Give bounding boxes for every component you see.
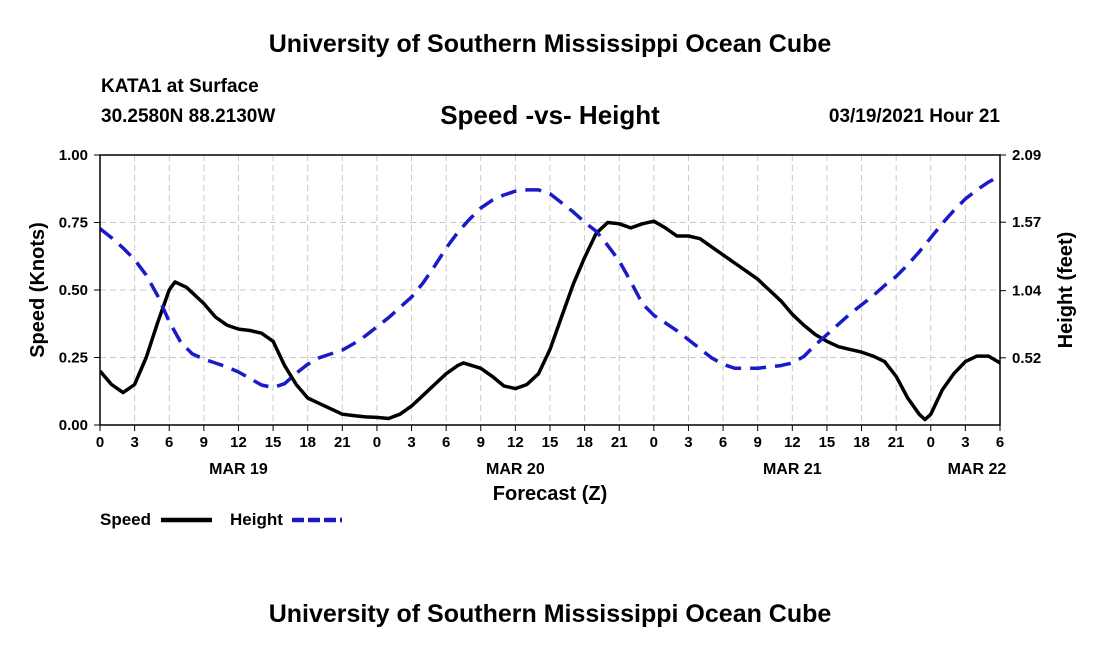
y-right-tick-label: 0.52 <box>1012 350 1041 367</box>
x-tick-label: 21 <box>611 434 628 451</box>
station-coordinates: 30.2580N 88.2130W <box>101 106 276 127</box>
x-tick-label: 0 <box>927 434 935 451</box>
legend-speed-label: Speed <box>100 510 151 529</box>
x-tick-label: 15 <box>819 434 836 451</box>
x-tick-label: 12 <box>507 434 524 451</box>
x-tick-label: 18 <box>576 434 593 451</box>
x-tick-label: 15 <box>265 434 282 451</box>
forecast-datetime: 03/19/2021 Hour 21 <box>828 106 1000 127</box>
x-date-label: MAR 22 <box>948 461 1007 478</box>
y-right-tick-label: 2.09 <box>1012 147 1041 164</box>
x-tick-label: 15 <box>542 434 559 451</box>
y-right-tick-label: 1.04 <box>1012 283 1042 300</box>
x-axis-label: Forecast (Z) <box>493 483 607 505</box>
y-left-tick-label: 0.25 <box>59 350 88 367</box>
page-title: University of Southern Mississippi Ocean… <box>268 30 832 58</box>
y-axis-right-label: Height (feet) <box>1055 232 1077 349</box>
chart-title: Speed -vs- Height <box>440 100 660 130</box>
x-tick-label: 0 <box>96 434 104 451</box>
x-tick-label: 3 <box>961 434 969 451</box>
y-left-tick-label: 1.00 <box>59 147 88 164</box>
x-tick-label: 21 <box>334 434 351 451</box>
x-date-label: MAR 19 <box>209 461 268 478</box>
x-tick-label: 0 <box>373 434 381 451</box>
x-tick-label: 21 <box>888 434 905 451</box>
x-tick-label: 6 <box>719 434 727 451</box>
y-left-tick-label: 0.00 <box>59 417 88 434</box>
y-left-tick-label: 0.75 <box>59 215 88 232</box>
x-tick-label: 3 <box>407 434 415 451</box>
legend: Speed Height <box>100 510 342 529</box>
x-date-label: MAR 21 <box>763 461 822 478</box>
x-tick-label: 6 <box>165 434 173 451</box>
footer-title: University of Southern Mississippi Ocean… <box>268 600 832 628</box>
axis-layer: 0 3 6 9 12 15 18 21 0 3 6 9 12 15 18 21 0 3 6 9 12 15 18 21 0 3 6 M… <box>59 147 1042 478</box>
x-tick-label: 0 <box>650 434 658 451</box>
series-line-speed <box>100 219 1000 422</box>
x-date-label: MAR 20 <box>486 461 545 478</box>
y-left-tick-label: 0.50 <box>59 282 88 299</box>
x-tick-label: 3 <box>130 434 138 451</box>
y-axis-left-label: Speed (Knots) <box>27 222 49 358</box>
x-tick-label: 9 <box>477 434 485 451</box>
x-tick-label: 18 <box>853 434 870 451</box>
x-tick-label: 12 <box>230 434 247 451</box>
series-line-height <box>100 173 1000 390</box>
y-right-tick-label: 1.57 <box>1012 214 1041 231</box>
series-layer <box>100 173 1000 422</box>
x-tick-label: 18 <box>299 434 316 451</box>
x-tick-label: 6 <box>442 434 450 451</box>
x-tick-label: 6 <box>996 434 1004 451</box>
station-name: KATA1 at Surface <box>101 76 259 97</box>
x-tick-label: 3 <box>684 434 692 451</box>
x-tick-label: 9 <box>200 434 208 451</box>
legend-height-label: Height <box>230 510 283 529</box>
x-tick-label: 12 <box>784 434 801 451</box>
x-tick-label: 9 <box>754 434 762 451</box>
